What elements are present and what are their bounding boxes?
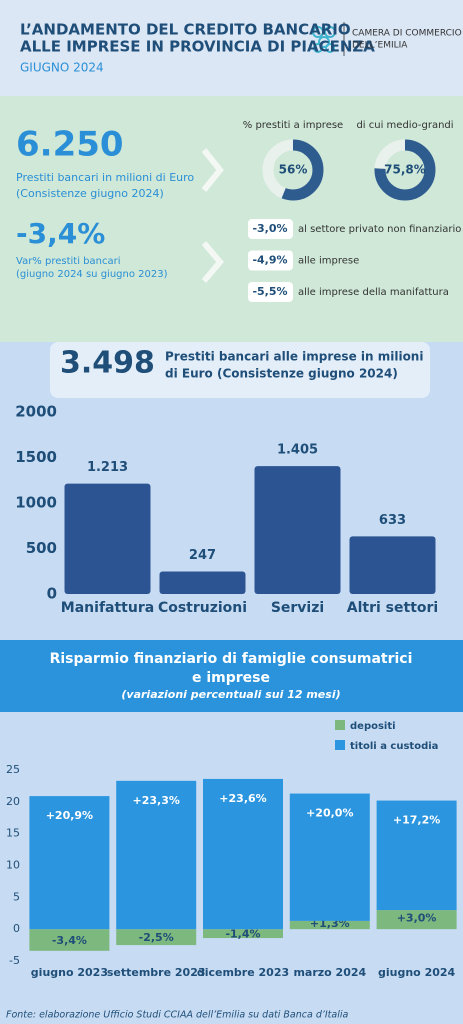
x-tick-label: Altri settori — [347, 600, 438, 616]
change-value: -3,4% — [16, 217, 105, 250]
value-label: +20,9% — [46, 809, 93, 822]
value-label: -2,5% — [139, 931, 174, 944]
y-tick-label: -5 — [9, 954, 20, 967]
share-label: % prestiti a imprese — [243, 120, 343, 131]
value-label: +23,3% — [133, 794, 180, 807]
legend-label: depositi — [350, 721, 396, 732]
legend-swatch — [335, 720, 345, 730]
donut-arc — [374, 139, 436, 201]
value-label: 1.405 — [277, 443, 318, 458]
value-label: +23,6% — [219, 792, 266, 805]
y-tick-label: 20 — [6, 795, 20, 808]
pill-value: -3,0% — [252, 222, 287, 235]
bar — [159, 571, 246, 594]
y-tick-label: 1000 — [15, 494, 57, 512]
stock-label: (Consistenze giugno 2024) — [16, 187, 164, 200]
stock-label: Prestiti bancari in milioni di Euro — [16, 171, 194, 184]
x-tick-label: giugno 2024 — [378, 966, 456, 979]
value-label: +17,2% — [393, 814, 440, 827]
bar-segment — [376, 910, 457, 930]
value-label: -3,4% — [52, 934, 87, 947]
value-label: +20,0% — [306, 807, 353, 820]
bar-segment — [376, 800, 457, 911]
value-label: -1,4% — [225, 928, 260, 941]
y-tick-label: 1500 — [15, 448, 57, 466]
chart-title: Prestiti bancari alle imprese in milioni — [165, 350, 423, 364]
y-tick-label: 2000 — [15, 403, 57, 421]
bar-segment — [289, 793, 370, 921]
x-tick-label: Manifattura — [61, 600, 154, 616]
banner-bg — [0, 640, 463, 712]
chevron — [201, 148, 224, 192]
x-tick-label: dicembre 2023 — [197, 966, 289, 979]
value-label: +3,0% — [397, 912, 437, 925]
bar-segment — [289, 920, 370, 930]
highlight-value: 3.498 — [60, 346, 155, 381]
pill — [248, 282, 293, 302]
share-value: 56% — [279, 163, 308, 177]
x-tick-label: giugno 2023 — [31, 966, 108, 979]
y-tick-label: 10 — [6, 859, 20, 872]
header-title: ALLE IMPRESE IN PROVINCIA DI PIACENZA — [20, 38, 375, 56]
x-tick-label: marzo 2024 — [293, 966, 366, 979]
pill-label: alle imprese — [298, 256, 359, 267]
bar-segment — [203, 778, 283, 930]
header-title: L’ANDAMENTO DEL CREDITO BANCARIO — [20, 21, 351, 39]
y-tick-label: 500 — [26, 539, 57, 557]
y-tick-label: 25 — [6, 763, 20, 776]
pill — [248, 219, 293, 239]
header-bg — [0, 0, 463, 96]
change-label: (giugno 2024 su giugno 2023) — [16, 269, 168, 280]
header-subtitle: GIUGNO 2024 — [20, 61, 104, 75]
highlight-box — [50, 342, 430, 398]
x-tick-label: Servizi — [271, 600, 324, 616]
chart-subtitle: (variazioni percentuali sui 12 mesi) — [121, 688, 340, 701]
chart-title: di Euro (Consistenze giugno 2024) — [165, 367, 398, 381]
donut-arc — [262, 139, 324, 201]
x-tick-label: settembre 2023 — [107, 966, 206, 979]
bar-segment — [29, 796, 110, 930]
legend-label: titoli a custodia — [350, 741, 438, 752]
logo-icon — [312, 26, 336, 53]
y-tick-label: 0 — [13, 922, 20, 935]
change-label: Var% prestiti bancari — [16, 256, 121, 267]
chart-title: e imprese — [192, 670, 270, 686]
value-label: 247 — [189, 548, 216, 563]
stock-value: 6.250 — [16, 125, 124, 165]
legend-swatch — [335, 740, 345, 750]
chart-title: Risparmio finanziario di famiglie consum… — [50, 651, 413, 667]
bar-segment — [116, 780, 197, 930]
bar — [64, 483, 151, 594]
pill-label: al settore privato non finanziario — [298, 224, 461, 235]
logo-text: CAMERA DI COMMERCIO — [352, 29, 462, 39]
bar-segment — [203, 929, 283, 939]
value-label: 1.213 — [87, 460, 128, 475]
bar-segment — [116, 929, 197, 946]
bar-segment — [29, 929, 110, 951]
y-tick-label: 5 — [13, 890, 20, 903]
footer: Fonte: elaborazione Ufficio Studi CCIAA … — [6, 1010, 348, 1021]
y-tick-label: 0 — [47, 585, 57, 603]
bar — [349, 536, 436, 594]
chevron — [201, 241, 224, 283]
pill-value: -4,9% — [252, 254, 287, 267]
pill-value: -5,5% — [252, 285, 287, 298]
share-value: 75,8% — [384, 163, 426, 177]
summary-bg — [0, 96, 463, 342]
value-label: 633 — [379, 513, 406, 528]
x-tick-label: Costruzioni — [158, 600, 247, 616]
y-tick-label: 15 — [6, 827, 20, 840]
pill — [248, 250, 293, 271]
share-label: di cui medio-grandi — [356, 120, 453, 131]
pill-label: alle imprese della manifattura — [298, 287, 449, 298]
logo-text: DELL’EMILIA — [352, 41, 408, 51]
bar — [254, 466, 341, 594]
